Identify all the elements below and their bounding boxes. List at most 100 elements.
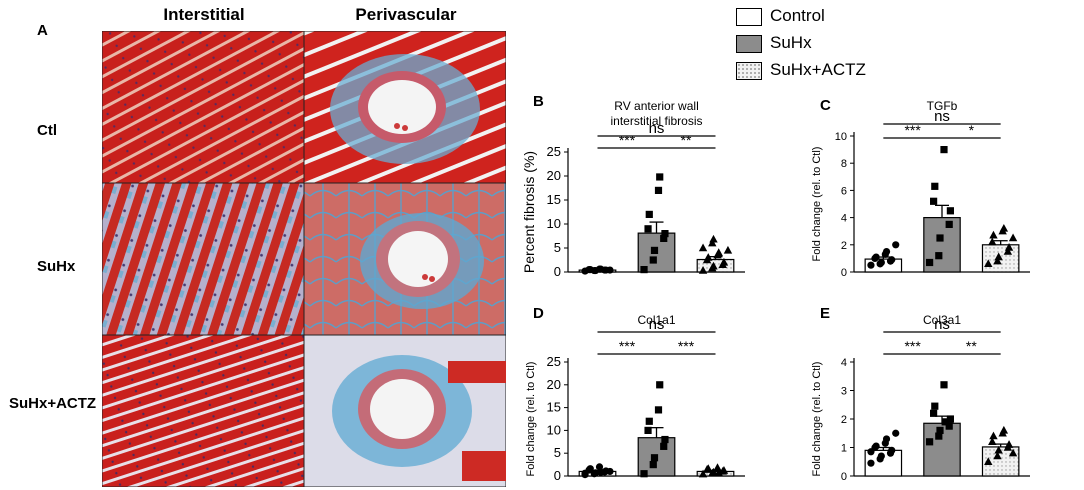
data-point <box>984 457 993 465</box>
col-header-perivascular: Perivascular <box>355 5 457 24</box>
data-point <box>930 409 938 417</box>
data-point <box>882 435 891 443</box>
significance-label: *** <box>619 338 636 354</box>
y-tick-label: 6 <box>841 185 847 197</box>
data-point <box>1004 440 1014 448</box>
legend-swatch-control <box>736 8 762 26</box>
chart-title: RV anterior wall <box>614 99 698 113</box>
y-axis-label: Fold change (rel. to Ctl) <box>811 362 823 477</box>
y-tick-label: 0 <box>841 471 847 483</box>
chart-d: D Col1a1 Fold change (rel. to Ctl) 0 5 10 15 20… <box>525 305 745 483</box>
data-point <box>867 448 875 456</box>
significance-label: ns <box>934 108 950 125</box>
y-tick-label: 10 <box>547 216 561 231</box>
data-point <box>661 230 669 238</box>
panel-letter: D <box>533 305 544 322</box>
y-tick-label: 8 <box>841 158 847 170</box>
chart-c: C TGFb Fold change (rel. to Ctl) 0 2 4 6 8 10 ns *… <box>811 97 1030 279</box>
data-point <box>872 253 880 261</box>
data-point <box>586 465 594 473</box>
data-point <box>606 467 614 476</box>
y-tick-label: 15 <box>547 192 561 207</box>
y-axis-label: Fold change (rel. to Ctl) <box>811 147 823 262</box>
panel-letter: C <box>820 97 831 114</box>
data-point <box>1008 233 1018 242</box>
data-point <box>872 442 880 450</box>
data-point <box>946 207 954 215</box>
chart-title: interstitial fibrosis <box>610 114 702 128</box>
data-point <box>935 432 943 440</box>
y-tick-label: 20 <box>547 377 561 392</box>
chart-title: TGFb <box>927 99 958 113</box>
y-tick-label: 0 <box>554 468 561 483</box>
y-axis-label: Fold change (rel. to Ctl) <box>525 362 537 477</box>
data-point <box>1008 448 1018 457</box>
row-label-ctl: Ctl <box>37 122 57 139</box>
data-point <box>993 256 1002 265</box>
data-point <box>656 173 664 181</box>
panel-a-letter: A <box>37 22 48 39</box>
data-point <box>644 426 652 434</box>
data-point <box>591 469 600 477</box>
y-tick-label: 5 <box>554 445 561 460</box>
data-point <box>988 437 997 445</box>
data-point <box>940 381 948 389</box>
data-point <box>654 406 663 414</box>
row-label-suhx: SuHx <box>37 258 76 275</box>
legend-label-control: Control <box>770 6 825 25</box>
y-tick-label: 3 <box>841 386 847 398</box>
y-tick-label: 0 <box>554 264 561 279</box>
data-point <box>877 452 885 460</box>
data-point <box>650 454 659 462</box>
y-tick-label: 4 <box>841 213 847 225</box>
data-point <box>595 463 604 471</box>
significance-label: *** <box>678 338 695 354</box>
legend-swatch-suhx-actz <box>736 62 762 80</box>
data-point <box>1004 243 1014 251</box>
data-point <box>993 451 1002 460</box>
data-point <box>723 245 733 254</box>
y-tick-label: 0 <box>841 267 847 279</box>
data-point <box>926 258 934 267</box>
y-tick-label: 4 <box>841 357 847 369</box>
data-point <box>1003 247 1013 255</box>
data-point <box>649 256 657 264</box>
data-point <box>888 256 896 264</box>
panel-letter: B <box>533 93 544 110</box>
data-point <box>713 463 722 471</box>
panel-letter: E <box>820 305 830 322</box>
data-point <box>714 468 723 477</box>
data-point <box>930 197 938 205</box>
data-point <box>719 466 729 474</box>
data-point <box>877 258 885 267</box>
data-point <box>935 252 943 260</box>
data-point <box>704 464 713 472</box>
data-point <box>888 446 896 454</box>
y-tick-label: 25 <box>547 144 561 159</box>
data-point <box>946 415 954 423</box>
data-point <box>931 402 939 410</box>
data-point <box>660 442 668 450</box>
y-tick-label: 1 <box>841 443 847 455</box>
y-tick-label: 5 <box>554 240 561 255</box>
significance-label: ns <box>934 316 950 333</box>
data-point <box>704 253 713 261</box>
data-point <box>941 418 949 426</box>
data-point <box>999 425 1009 434</box>
data-point <box>597 468 605 476</box>
data-point <box>698 243 708 252</box>
y-tick-label: 25 <box>547 354 561 369</box>
data-point <box>649 461 657 469</box>
data-point <box>606 266 614 274</box>
data-point <box>581 469 589 477</box>
data-point <box>709 467 718 476</box>
data-point <box>709 234 718 243</box>
data-point <box>597 265 605 273</box>
data-point <box>989 431 998 440</box>
significance-label: *** <box>619 132 636 148</box>
data-point <box>654 186 663 194</box>
data-point <box>936 234 944 242</box>
row-label-suhx-actz: SuHx+ACTZ <box>9 395 97 412</box>
significance-label: ** <box>966 338 977 354</box>
